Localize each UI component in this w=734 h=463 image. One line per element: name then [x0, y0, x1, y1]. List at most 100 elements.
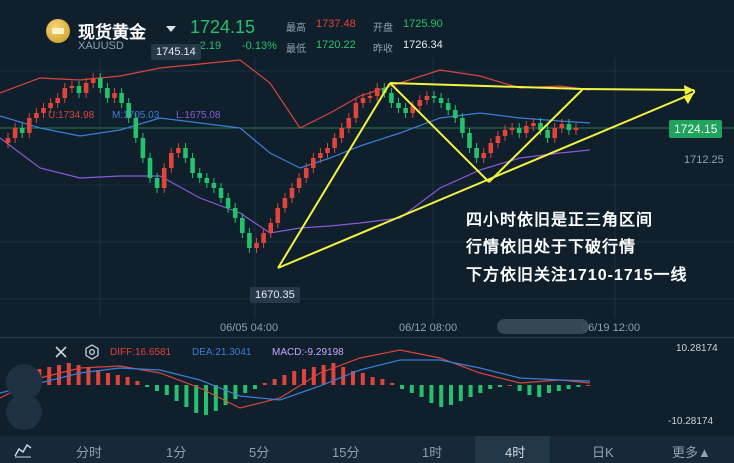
candle-body [204, 178, 210, 183]
candle-body [232, 208, 238, 218]
candle-body [545, 130, 550, 138]
candle-body [488, 143, 494, 153]
candle-body [531, 123, 536, 126]
macd-bar [204, 385, 208, 415]
tab-1hour[interactable]: 1时 [422, 445, 443, 460]
time-label-3: 06/19 12:00 [582, 322, 641, 334]
candle-body [367, 96, 373, 98]
arrow-head [684, 85, 694, 95]
quote-header: 现货黄金 XAUUSD 1724.15 -2.19 -0.13% 最高 1737… [0, 0, 734, 58]
macd-bar [586, 385, 591, 386]
axis-level-label: 1712.25 [684, 154, 724, 166]
candle-body [417, 100, 423, 106]
candle-body [438, 98, 444, 103]
candle-body [98, 78, 103, 88]
candle-body [346, 118, 352, 128]
macd-bar [360, 373, 365, 385]
candle-body [254, 243, 259, 248]
candle-body [403, 108, 408, 113]
boll-upper-label: U:1734.98 [48, 110, 95, 121]
candle-body [524, 126, 529, 133]
macd-bar [576, 385, 581, 387]
macd-bar [76, 365, 81, 385]
tab-more[interactable]: 更多▲ [672, 445, 711, 460]
candle-body [552, 128, 557, 138]
candle-body [5, 138, 11, 143]
instrument-symbol: XAUUSD [78, 40, 124, 52]
chart-line-icon[interactable] [14, 442, 32, 458]
close-icon[interactable] [53, 344, 69, 360]
macd-bar [106, 373, 110, 385]
low-value: 1720.22 [316, 39, 356, 51]
candle-body [48, 103, 53, 108]
chevron-down-icon[interactable] [166, 26, 176, 32]
macd-chart[interactable] [0, 338, 734, 436]
time-label-1: 06/05 04:00 [220, 322, 279, 334]
tab-5min[interactable]: 5分 [249, 445, 270, 460]
candle-body [396, 103, 401, 108]
candle-body [76, 86, 82, 93]
tab-15min[interactable]: 15分 [332, 445, 360, 460]
macd-bar [409, 385, 414, 393]
macd-bar [429, 385, 434, 403]
macd-bar [400, 385, 404, 389]
boll-middle-band [0, 112, 591, 169]
candle-body [566, 124, 572, 130]
candle-body [211, 183, 217, 188]
candle-body [112, 93, 117, 98]
macd-bar [125, 377, 130, 385]
open-value: 1725.90 [403, 18, 443, 30]
tab-timeline[interactable]: 分时 [76, 445, 103, 460]
tab-daily[interactable]: 日K [592, 445, 614, 460]
candle-body [161, 168, 167, 188]
candle-body [460, 118, 465, 133]
pane-divider [0, 337, 734, 338]
macd-value-label: MACD:-9.29198 [272, 347, 344, 358]
candle-body [389, 93, 394, 103]
scroll-indicator[interactable] [497, 319, 589, 334]
macd-bar [282, 375, 287, 385]
candle-body [360, 98, 366, 103]
candle-body [311, 158, 316, 168]
candle-body [282, 198, 288, 208]
candle-body [190, 158, 195, 173]
candle-body [240, 218, 245, 233]
candle-body [538, 123, 543, 130]
macd-bar [292, 371, 297, 385]
time-label-2: 06/12 08:00 [399, 322, 458, 334]
tab-1min[interactable]: 1分 [166, 445, 187, 460]
candle-body [424, 96, 430, 100]
draw-tool-button[interactable] [6, 394, 42, 430]
tab-4hour[interactable]: 4时 [505, 445, 526, 460]
low-marker-tag: 1670.35 [250, 287, 300, 303]
macd-bar [302, 369, 306, 385]
candle-body [27, 118, 32, 133]
candle-body [176, 148, 181, 153]
settings-icon[interactable] [84, 344, 100, 360]
candle-body [169, 153, 174, 168]
active-tab-background [475, 436, 550, 463]
gold-coin-icon [46, 19, 70, 43]
macd-dea-label: DEA:21.3041 [192, 347, 252, 358]
candlestick-chart[interactable] [0, 58, 734, 318]
current-price: 1724.15 [190, 17, 256, 37]
candle-body [55, 98, 60, 103]
macd-bar [488, 385, 493, 389]
candle-body [481, 153, 486, 158]
candle-body [62, 88, 68, 98]
triangle-line [277, 92, 695, 269]
triangle-line [277, 82, 391, 269]
macd-bar [439, 385, 444, 407]
macd-diff-line [0, 349, 591, 409]
macd-axis-bottom: -10.28174 [668, 416, 714, 427]
candle-body [69, 86, 75, 88]
triangle-pattern-lines [277, 82, 695, 269]
macd-bar [498, 385, 502, 387]
instrument-name[interactable]: 现货黄金 [78, 23, 146, 42]
candle-body [303, 168, 309, 178]
macd-bar [537, 385, 542, 397]
macd-bar [96, 370, 101, 385]
macd-bar [547, 385, 551, 393]
arrow-head [683, 93, 694, 104]
candle-body [247, 233, 252, 248]
